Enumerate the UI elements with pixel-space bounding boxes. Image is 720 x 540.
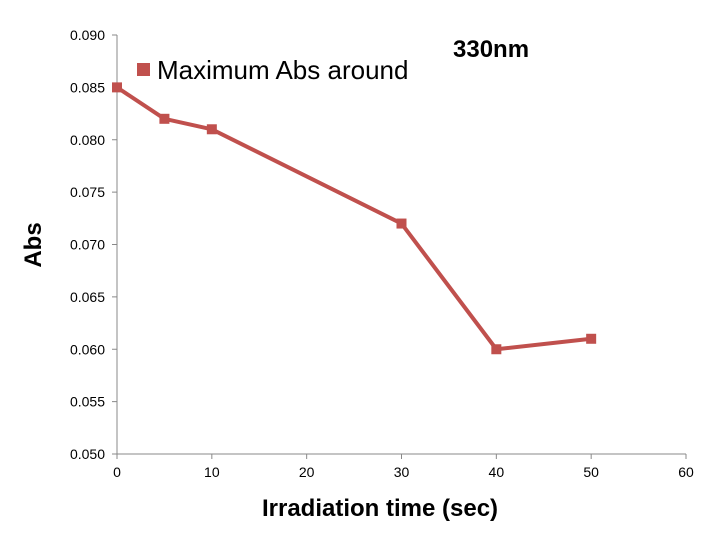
y-tick-label: 0.085 [70, 79, 105, 95]
x-tick-label: 20 [299, 464, 315, 480]
x-tick-label: 0 [113, 464, 121, 480]
y-tick-label: 0.070 [70, 237, 105, 253]
data-point [396, 218, 407, 229]
series [112, 82, 597, 355]
y-tick-label: 0.080 [70, 132, 105, 148]
data-point [112, 82, 122, 93]
data-point [206, 124, 217, 135]
legend: Maximum Abs around [137, 55, 408, 85]
y-tick-label: 0.075 [70, 184, 105, 200]
tick-labels: 0.050 0.055 0.060 0.065 0.070 0.075 0.080 0.085… [70, 27, 694, 480]
x-tick-label: 10 [204, 464, 220, 480]
legend-label: Maximum Abs around [157, 55, 408, 85]
y-tick-label: 0.090 [70, 27, 105, 43]
series-line [115, 85, 592, 352]
x-tick-label: 50 [583, 464, 599, 480]
legend-marker [137, 63, 150, 76]
data-point [586, 333, 597, 344]
y-tick-label: 0.060 [70, 341, 105, 357]
x-axis-title: Irradiation time (sec) [262, 495, 498, 522]
x-tick-label: 60 [678, 464, 694, 480]
y-tick-label: 0.055 [70, 394, 105, 410]
x-tick-label: 30 [394, 464, 410, 480]
y-tick-label: 0.065 [70, 289, 105, 305]
data-point [491, 344, 502, 355]
y-tick-label: 0.050 [70, 446, 105, 462]
x-tick-label: 40 [489, 464, 505, 480]
wavelength-annotation: 330nm [453, 36, 529, 63]
y-axis-title: Abs [20, 222, 47, 267]
data-point [159, 113, 170, 124]
axes [112, 34, 687, 459]
